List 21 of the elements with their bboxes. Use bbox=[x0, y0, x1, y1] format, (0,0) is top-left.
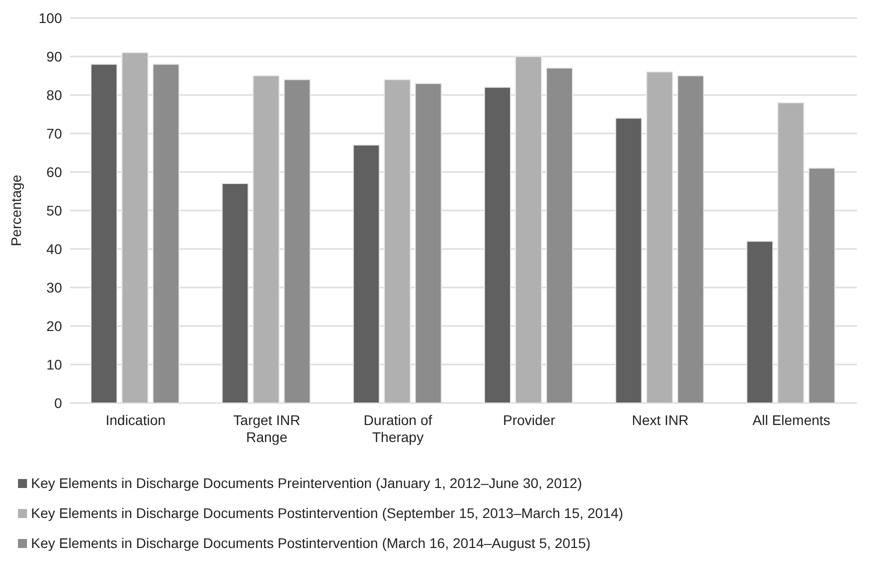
legend-label: Key Elements in Discharge Documents Postintervention (September 15, 2013–March 15, 2014) bbox=[31, 504, 624, 523]
y-tick-label: 30 bbox=[46, 279, 62, 296]
y-tick-label: 20 bbox=[46, 318, 62, 334]
y-tick-label: 40 bbox=[46, 240, 62, 257]
y-tick-label: 100 bbox=[38, 10, 62, 26]
y-tick-label: 50 bbox=[46, 202, 62, 218]
y-axis-title: Percentage bbox=[8, 174, 24, 246]
y-tick-label: 70 bbox=[46, 125, 62, 142]
legend-label: Key Elements in Discharge Documents Postintervention (March 16, 2014–August 5, 2015) bbox=[31, 534, 591, 553]
y-tick-label: 10 bbox=[46, 356, 62, 372]
y-tick-label: 80 bbox=[46, 86, 62, 103]
x-tick-label: All Elements bbox=[752, 412, 830, 428]
x-tick-label: Provider bbox=[503, 412, 556, 428]
x-tick-label: Next INR bbox=[632, 412, 689, 428]
x-tick-label: Indication bbox=[106, 412, 166, 428]
y-tick-label: 60 bbox=[46, 164, 62, 180]
y-tick-label: 0 bbox=[54, 394, 62, 411]
y-tick-label: 90 bbox=[46, 48, 62, 64]
x-tick-label: Target INR Range bbox=[233, 412, 300, 445]
legend-label: Key Elements in Discharge Documents Preintervention (January 1, 2012–June 30, 2012) bbox=[31, 474, 582, 493]
x-tick-label: Duration of Therapy bbox=[364, 412, 432, 445]
